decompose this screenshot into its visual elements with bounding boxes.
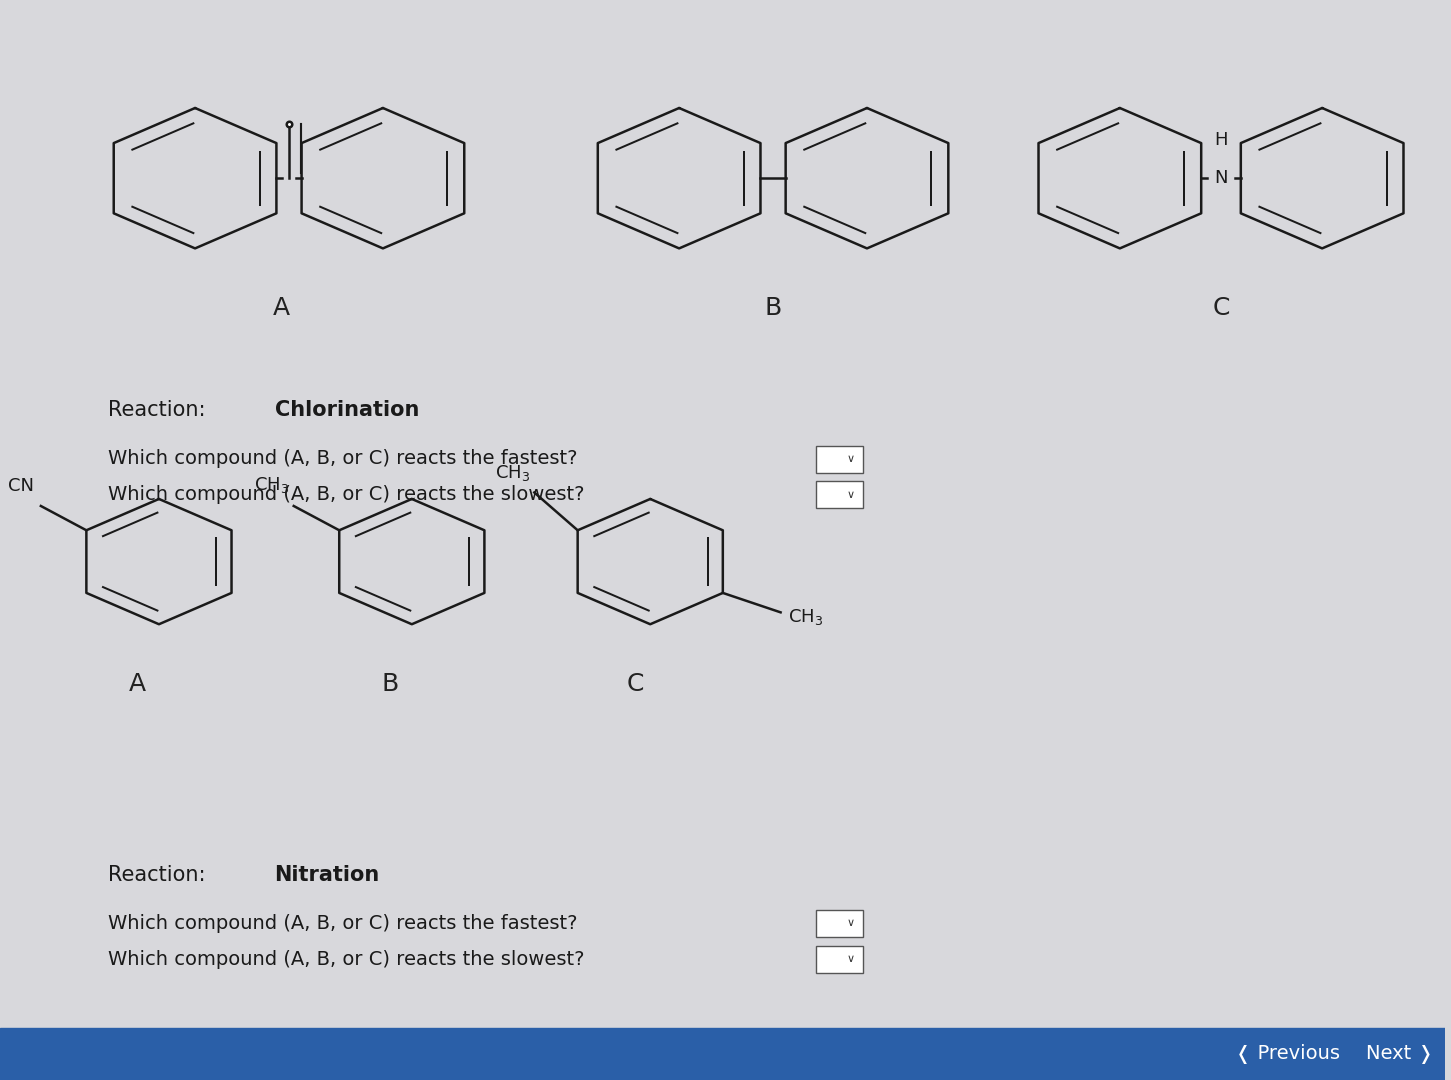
FancyBboxPatch shape bbox=[817, 482, 863, 508]
Text: H: H bbox=[1214, 132, 1228, 149]
Text: B: B bbox=[382, 672, 399, 696]
Bar bbox=[0, 1028, 1445, 1080]
Text: Nitration: Nitration bbox=[274, 865, 380, 885]
Text: Which compound (A, B, or C) reacts the fastest?: Which compound (A, B, or C) reacts the f… bbox=[109, 914, 577, 933]
Text: ∨: ∨ bbox=[847, 918, 855, 929]
Text: CH$_3$: CH$_3$ bbox=[254, 475, 289, 495]
FancyBboxPatch shape bbox=[817, 909, 863, 937]
Text: Which compound (A, B, or C) reacts the fastest?: Which compound (A, B, or C) reacts the f… bbox=[109, 449, 577, 469]
Text: A: A bbox=[273, 296, 290, 320]
FancyBboxPatch shape bbox=[817, 946, 863, 972]
Text: B: B bbox=[765, 296, 782, 320]
Text: Chlorination: Chlorination bbox=[274, 401, 419, 420]
Text: A: A bbox=[129, 672, 147, 696]
Text: CH$_3$: CH$_3$ bbox=[788, 607, 823, 626]
Text: ∨: ∨ bbox=[847, 954, 855, 964]
Text: ∨: ∨ bbox=[847, 454, 855, 464]
Text: ❬ Previous: ❬ Previous bbox=[1235, 1044, 1341, 1064]
Text: Next ❭: Next ❭ bbox=[1365, 1044, 1434, 1064]
Text: Which compound (A, B, or C) reacts the slowest?: Which compound (A, B, or C) reacts the s… bbox=[109, 485, 585, 504]
Text: Reaction:: Reaction: bbox=[109, 401, 212, 420]
Text: CH$_3$: CH$_3$ bbox=[495, 462, 530, 483]
Text: CN: CN bbox=[7, 477, 33, 495]
Text: N: N bbox=[1214, 170, 1228, 187]
Text: ∨: ∨ bbox=[847, 489, 855, 500]
Text: C: C bbox=[1213, 296, 1229, 320]
Text: C: C bbox=[627, 672, 644, 696]
Text: Reaction:: Reaction: bbox=[109, 865, 212, 885]
FancyBboxPatch shape bbox=[817, 445, 863, 473]
Text: Which compound (A, B, or C) reacts the slowest?: Which compound (A, B, or C) reacts the s… bbox=[109, 949, 585, 969]
